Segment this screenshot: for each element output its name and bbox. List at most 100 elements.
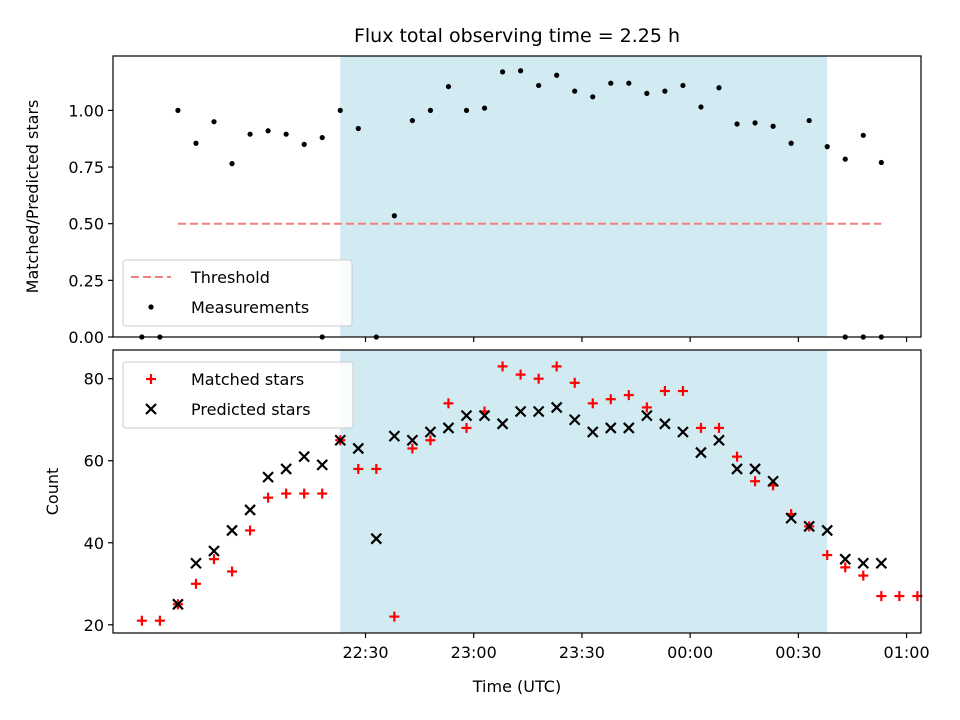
point-predicted-stars: [586, 426, 599, 438]
point-predicted-stars-b: [713, 434, 725, 447]
legend-swatch: [148, 304, 154, 310]
x-tick-label: 01:00: [884, 643, 930, 662]
point-measurements: [301, 141, 307, 147]
point-predicted-stars: [226, 524, 238, 537]
point-measurements: [626, 80, 632, 86]
point-measurements: [337, 107, 343, 113]
point-predicted-stars: [424, 426, 437, 438]
ratio-panel: 0.00 0.25 0.50 0.75 1.00 Matched/Predicted st…: [23, 55, 922, 347]
point-predicted-stars-b: [550, 401, 563, 414]
point-predicted-stars-b: [839, 553, 852, 565]
point-matched-stars: [714, 422, 724, 433]
point-predicted-stars: [190, 557, 202, 570]
point-matched-stars: [136, 615, 147, 626]
point-matched-stars: [750, 476, 761, 487]
point-matched-stars: [876, 591, 887, 602]
legend-box: [122, 361, 354, 429]
point-predicted-stars: [388, 430, 401, 442]
legend-swatch-b: [145, 403, 157, 415]
point-predicted-stars: [262, 471, 274, 483]
point-predicted-stars: [749, 463, 761, 475]
point-predicted-stars-b: [352, 442, 365, 455]
x-tick-label: 23:30: [559, 643, 605, 662]
point-predicted-stars: [677, 426, 689, 438]
point-matched-stars: [425, 435, 436, 446]
point-measurements: [878, 159, 884, 166]
point-measurements: [283, 131, 289, 137]
point-measurements: [608, 80, 614, 86]
point-measurements: [716, 85, 722, 91]
point-predicted-stars: [514, 405, 527, 418]
point-predicted-stars-b: [406, 434, 419, 447]
point-measurements: [391, 213, 397, 219]
point-predicted-stars-b: [316, 459, 328, 471]
point-matched-stars: [894, 591, 905, 602]
point-measurements: [554, 72, 560, 78]
point-measurements: [806, 117, 812, 124]
point-measurements: [680, 82, 686, 89]
point-matched-stars: [154, 615, 165, 626]
point-measurements: [499, 69, 506, 75]
point-predicted-stars: [767, 475, 779, 488]
point-measurements: [409, 117, 415, 124]
point-matched-stars: [461, 422, 472, 433]
point-predicted-stars: [641, 409, 653, 422]
point-predicted-stars-b: [226, 524, 238, 537]
point-measurements: [463, 107, 470, 113]
y-tick-label: 0.50: [68, 215, 104, 234]
point-predicted-stars-b: [785, 512, 797, 524]
point-predicted-stars: [208, 545, 220, 557]
point-predicted-stars-b: [460, 409, 473, 422]
axes-frame: [112, 349, 922, 634]
point-matched-stars: [659, 386, 670, 397]
point-predicted-stars-b: [424, 426, 437, 438]
point-predicted-stars: [821, 524, 833, 537]
point-measurements: [481, 105, 488, 111]
x-tick-label: 00:00: [667, 643, 713, 662]
x-tick-label: 00:30: [775, 643, 821, 662]
point-matched-stars: [190, 578, 201, 589]
y-tick-label: 20: [84, 616, 104, 635]
y-tick-label: 0.00: [68, 328, 104, 347]
point-predicted-stars-b: [262, 471, 274, 483]
point-predicted-stars-b: [821, 524, 833, 537]
point-predicted-stars: [172, 598, 184, 611]
y-tick-label: 60: [84, 452, 104, 471]
point-measurements: [518, 68, 524, 74]
point-predicted-stars-b: [586, 426, 599, 438]
point-matched-stars: [443, 398, 454, 409]
chart-title: Flux total observing time = 2.25 h: [354, 25, 680, 47]
point-predicted-stars: [406, 434, 419, 447]
legend: Matched stars Predicted stars: [122, 361, 354, 429]
point-matched-stars: [822, 550, 833, 561]
y-tick-label: 0.25: [68, 271, 104, 290]
point-measurements: [445, 83, 452, 90]
point-matched-stars: [623, 390, 634, 401]
point-predicted-stars-b: [172, 598, 184, 611]
point-predicted-stars-b: [334, 434, 347, 447]
point-predicted-stars: [785, 512, 797, 524]
point-predicted-stars-b: [731, 463, 743, 475]
point-measurements: [175, 107, 181, 113]
point-predicted-stars-b: [190, 557, 202, 570]
point-measurements: [355, 125, 361, 132]
point-matched-stars: [840, 562, 851, 573]
point-predicted-stars: [334, 434, 347, 447]
point-predicted-stars: [370, 532, 383, 545]
x-tick-label: 22:30: [342, 643, 388, 662]
count-panel: 2040608022:3023:0023:3000:0000:3001:0001…: [43, 349, 930, 662]
point-matched-stars: [245, 525, 256, 536]
point-predicted-stars: [280, 463, 292, 475]
y-tick-label: 0.75: [68, 158, 104, 177]
point-measurements: [644, 90, 650, 96]
point-predicted-stars-b: [442, 422, 455, 434]
point-matched-stars: [569, 377, 580, 388]
point-measurements: [788, 140, 794, 146]
point-measurements: [842, 156, 848, 162]
point-predicted-stars-b: [496, 418, 509, 430]
point-predicted-stars: [568, 413, 581, 426]
point-predicted-stars: [478, 409, 491, 422]
point-predicted-stars-b: [875, 557, 888, 570]
point-predicted-stars-b: [388, 430, 401, 442]
point-predicted-stars-b: [749, 463, 761, 475]
